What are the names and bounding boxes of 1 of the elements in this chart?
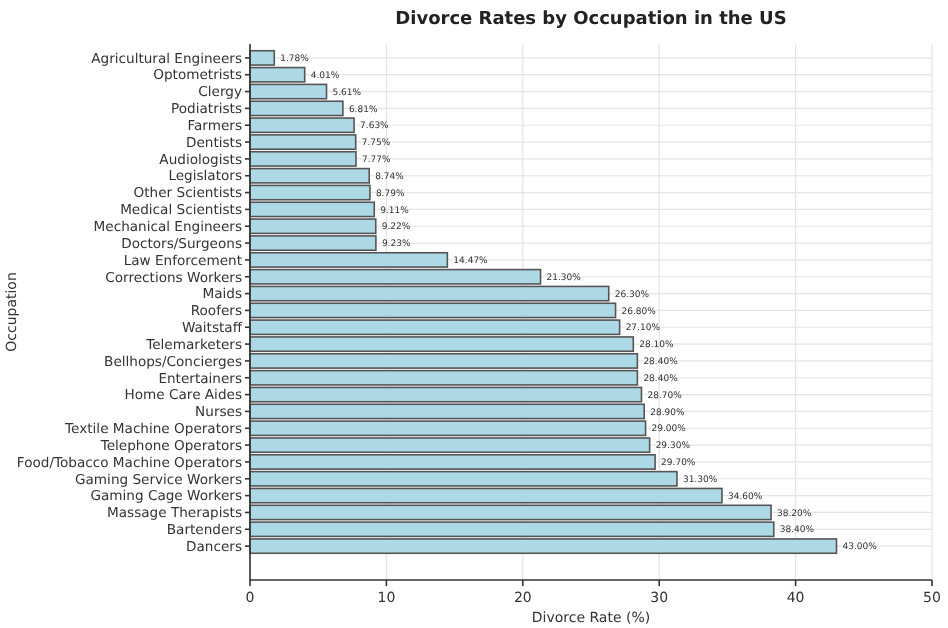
chart-title: Divorce Rates by Occupation in the US — [395, 10, 787, 30]
